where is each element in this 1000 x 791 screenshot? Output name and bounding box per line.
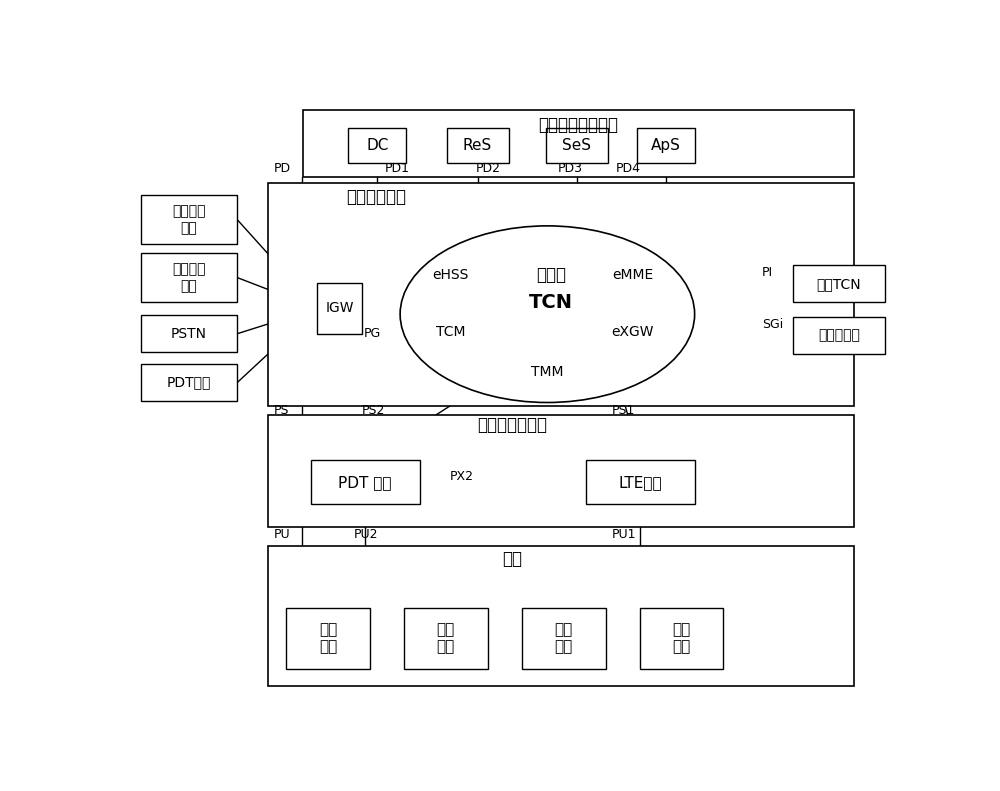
Text: PD1: PD1 <box>385 162 410 176</box>
FancyBboxPatch shape <box>586 460 695 504</box>
FancyBboxPatch shape <box>637 128 695 163</box>
Text: PG: PG <box>364 327 381 340</box>
Text: TMM: TMM <box>531 365 564 379</box>
Text: PDT网络: PDT网络 <box>167 376 211 389</box>
Text: PSTN: PSTN <box>171 327 207 341</box>
FancyBboxPatch shape <box>522 607 606 668</box>
Text: eMME: eMME <box>612 267 653 282</box>
Text: 单模
终端: 单模 终端 <box>437 622 455 654</box>
Ellipse shape <box>400 226 695 403</box>
Text: PS: PS <box>274 403 289 417</box>
Text: PDT 基站: PDT 基站 <box>338 475 392 490</box>
FancyBboxPatch shape <box>317 282 362 335</box>
FancyBboxPatch shape <box>793 317 885 354</box>
FancyBboxPatch shape <box>268 546 854 686</box>
Text: PD: PD <box>274 162 291 176</box>
FancyBboxPatch shape <box>311 460 420 504</box>
FancyBboxPatch shape <box>303 110 854 177</box>
Text: TCM: TCM <box>436 325 465 339</box>
FancyBboxPatch shape <box>140 253 237 302</box>
FancyBboxPatch shape <box>447 128 509 163</box>
Text: 核心网: 核心网 <box>536 266 566 284</box>
FancyBboxPatch shape <box>268 414 854 528</box>
Text: 终端: 终端 <box>503 550 522 568</box>
Text: 移动蜂窝
网络: 移动蜂窝 网络 <box>172 263 206 293</box>
Text: PS1: PS1 <box>612 403 635 417</box>
Text: 其他TCN: 其他TCN <box>816 277 861 291</box>
Text: 集群调度应用平台: 集群调度应用平台 <box>538 116 618 134</box>
FancyBboxPatch shape <box>793 266 885 302</box>
Text: 多模
终端: 多模 终端 <box>319 622 337 654</box>
Text: 交换控制平台: 交换控制平台 <box>346 188 406 206</box>
Text: PU: PU <box>274 528 290 541</box>
FancyBboxPatch shape <box>140 364 237 401</box>
Text: PD2: PD2 <box>476 162 501 176</box>
Text: 车载
终端: 车载 终端 <box>672 622 691 654</box>
Text: PU1: PU1 <box>612 528 636 541</box>
Text: DC: DC <box>366 138 388 153</box>
FancyBboxPatch shape <box>140 195 237 244</box>
Text: PD4: PD4 <box>616 162 641 176</box>
FancyBboxPatch shape <box>640 607 723 668</box>
FancyBboxPatch shape <box>404 607 488 668</box>
FancyBboxPatch shape <box>140 316 237 352</box>
Text: ReS: ReS <box>463 138 492 153</box>
Text: TCN: TCN <box>529 293 573 312</box>
Text: IGW: IGW <box>325 301 354 316</box>
Text: 无线接入子系统: 无线接入子系统 <box>478 416 548 434</box>
Text: eXGW: eXGW <box>611 325 654 339</box>
Text: PI: PI <box>762 266 773 279</box>
FancyBboxPatch shape <box>348 128 406 163</box>
FancyBboxPatch shape <box>286 607 370 668</box>
Text: PU2: PU2 <box>354 528 378 541</box>
Text: PX2: PX2 <box>450 470 474 483</box>
Text: 数据
终端: 数据 终端 <box>555 622 573 654</box>
Text: PD3: PD3 <box>557 162 582 176</box>
Text: PS2: PS2 <box>361 403 385 417</box>
Text: eHSS: eHSS <box>432 267 469 282</box>
Text: 数据业务网: 数据业务网 <box>818 328 860 343</box>
Text: SGi: SGi <box>762 318 783 331</box>
Text: LTE基站: LTE基站 <box>619 475 662 490</box>
FancyBboxPatch shape <box>546 128 608 163</box>
Text: 其他集群
网络: 其他集群 网络 <box>172 205 206 235</box>
Text: SeS: SeS <box>562 138 591 153</box>
Text: ApS: ApS <box>651 138 680 153</box>
FancyBboxPatch shape <box>268 184 854 406</box>
